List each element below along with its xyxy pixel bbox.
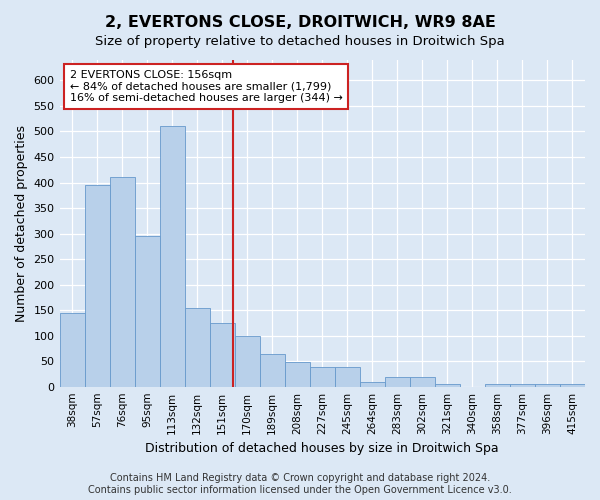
Bar bbox=[235, 336, 260, 386]
Text: 2, EVERTONS CLOSE, DROITWICH, WR9 8AE: 2, EVERTONS CLOSE, DROITWICH, WR9 8AE bbox=[104, 15, 496, 30]
Bar bbox=[85, 185, 110, 386]
Bar bbox=[134, 236, 160, 386]
Bar bbox=[560, 384, 585, 386]
Bar bbox=[535, 384, 560, 386]
Bar bbox=[485, 384, 510, 386]
Text: 2 EVERTONS CLOSE: 156sqm
← 84% of detached houses are smaller (1,799)
16% of sem: 2 EVERTONS CLOSE: 156sqm ← 84% of detach… bbox=[70, 70, 343, 103]
Bar bbox=[209, 323, 235, 386]
Bar bbox=[360, 382, 385, 386]
Bar bbox=[59, 312, 85, 386]
Bar bbox=[260, 354, 285, 386]
Bar bbox=[185, 308, 209, 386]
Bar bbox=[435, 384, 460, 386]
Bar bbox=[160, 126, 185, 386]
Y-axis label: Number of detached properties: Number of detached properties bbox=[15, 125, 28, 322]
Text: Size of property relative to detached houses in Droitwich Spa: Size of property relative to detached ho… bbox=[95, 35, 505, 48]
Bar bbox=[510, 384, 535, 386]
Bar bbox=[410, 378, 435, 386]
Bar bbox=[385, 378, 410, 386]
Bar bbox=[310, 368, 335, 386]
X-axis label: Distribution of detached houses by size in Droitwich Spa: Distribution of detached houses by size … bbox=[145, 442, 499, 455]
Bar bbox=[110, 178, 134, 386]
Bar bbox=[335, 368, 360, 386]
Text: Contains HM Land Registry data © Crown copyright and database right 2024.
Contai: Contains HM Land Registry data © Crown c… bbox=[88, 474, 512, 495]
Bar bbox=[285, 362, 310, 386]
